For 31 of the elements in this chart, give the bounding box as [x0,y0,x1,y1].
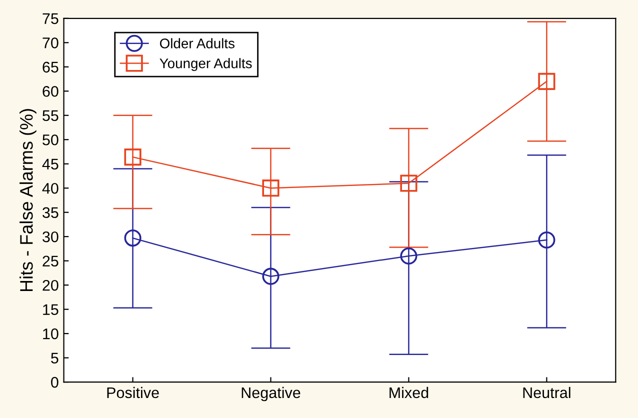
y-tick-label: 55 [42,110,58,122]
y-tick-label: 50 [42,134,58,146]
point [262,268,280,285]
legend-label: Older Adults [160,38,234,48]
point [400,247,418,265]
x-tick-label: Mixed [390,386,428,398]
y-tick-label: 65 [42,62,58,73]
point [400,174,418,192]
point [124,230,142,247]
x-tick-label: Negative [242,386,300,402]
y-tick-label: 45 [42,158,58,170]
point [538,72,556,90]
y-tick-label: 15 [43,304,58,316]
y-tick-label: 30 [42,231,58,242]
point [124,148,142,166]
point [262,180,280,197]
y-tick-label: 75 [42,13,58,24]
y-tick-label: 20 [42,280,58,291]
x-tick-label: Positive [107,386,159,398]
y-tick-label: 60 [42,86,58,97]
x-tick-label: Neutral [523,386,570,398]
y-tick-label: 35 [42,207,58,218]
y-tick-label: 70 [42,38,58,48]
y-tick-label: 25 [42,256,58,267]
point [538,231,556,249]
y-tick-label: 5 [51,352,58,364]
y-tick-label: 40 [42,182,58,194]
y-axis-title: Hits - False Alarms (%) [20,109,36,292]
y-tick-label: 0 [51,376,58,388]
legend-label: Younger Adults [160,58,252,72]
y-tick-label: 10 [43,328,58,340]
